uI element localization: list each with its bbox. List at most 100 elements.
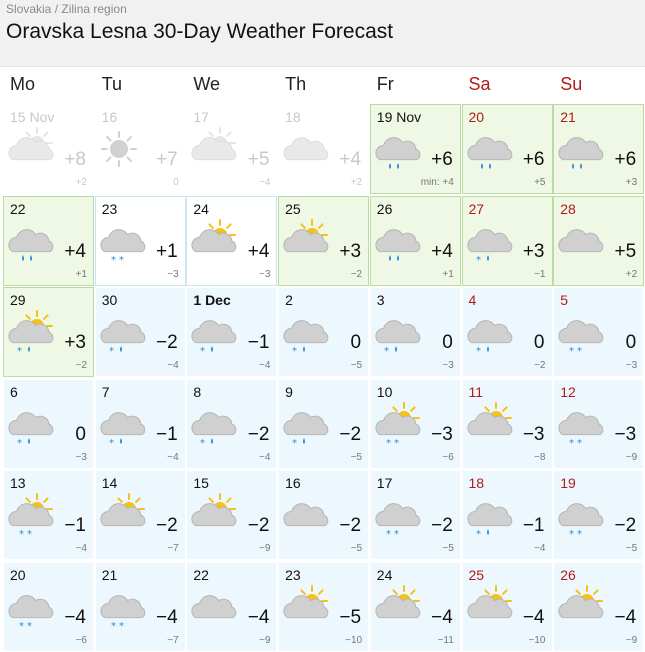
day-date: 14 (101, 475, 118, 491)
day-cell[interactable]: 20 +6 +5 (461, 104, 553, 194)
svg-text:*: * (109, 346, 114, 356)
day-date: 26 (560, 566, 576, 583)
day-cell[interactable]: 22 +4 +1 (3, 195, 94, 286)
day-date: 30 (101, 292, 118, 308)
svg-text:*: * (17, 438, 22, 448)
day-cell[interactable]: 24 −4 −11 (369, 561, 461, 652)
day-cell[interactable]: 12 * * −3 −9 (553, 378, 645, 469)
day-cell[interactable]: 16 −2 −5 (278, 470, 370, 560)
svg-text:*: * (19, 529, 24, 539)
day-date: 23 (101, 200, 118, 217)
day-cell[interactable]: 27 * +3 −1 (461, 195, 553, 286)
day-cell[interactable]: 4 * 0 −2 (461, 287, 553, 377)
breadcrumb-country[interactable]: Slovakia (6, 2, 52, 16)
day-date: 19 (560, 475, 576, 491)
day-date: 15 (193, 475, 209, 491)
day-cell[interactable]: 5 * * 0 −3 (553, 287, 645, 377)
svg-text:*: * (577, 346, 582, 356)
day-cell[interactable]: 25 −4 −10 (461, 561, 553, 652)
day-date: 20 (10, 566, 26, 583)
svg-text:*: * (119, 255, 124, 265)
day-cell[interactable]: 7 * −1 −4 (94, 378, 186, 469)
day-date: 4 (468, 292, 477, 308)
breadcrumb-region[interactable]: Zilina region (61, 2, 127, 16)
day-cell[interactable]: 19 * * −2 −5 (553, 470, 645, 560)
day-cell[interactable]: 17 * * −2 −5 (369, 470, 461, 560)
day-max-temp: −2 (247, 423, 270, 445)
day-cell[interactable]: 8 * −2 −4 (186, 378, 278, 469)
day-cell[interactable]: 15 −2 −9 (186, 470, 278, 560)
day-max-temp: −4 (614, 606, 637, 628)
weekday-th: Th (285, 74, 307, 94)
svg-text:*: * (577, 529, 582, 539)
day-min-temp: −3 (258, 268, 271, 280)
day-max-temp: +5 (247, 149, 270, 170)
day-date: 10 (376, 383, 393, 400)
day-cell[interactable]: 24 +4 −3 (186, 195, 278, 286)
day-max-temp: −4 (156, 606, 178, 628)
day-cell[interactable]: 19 Nov +6 min: +4 (369, 104, 461, 194)
day-cell[interactable]: 10 * * −3 −6 (369, 378, 461, 469)
day-date: 12 (560, 383, 576, 400)
day-cell[interactable]: 3 * 0 −3 (369, 287, 461, 377)
day-cell[interactable]: 14 −2 −7 (94, 470, 186, 560)
weekday-mo: Mo (10, 74, 36, 94)
day-max-temp: −2 (247, 515, 270, 536)
day-min-temp: +1 (442, 268, 454, 280)
day-min-temp: −3 (625, 360, 638, 371)
svg-text:*: * (394, 529, 399, 539)
svg-text:*: * (569, 438, 574, 448)
page-header: Slovakia / Zilina region Oravska Lesna 3… (0, 0, 645, 67)
day-cell[interactable]: 11 −3 −8 (461, 378, 553, 469)
day-max-temp: −2 (614, 515, 637, 536)
day-max-temp: +7 (156, 149, 178, 170)
day-cell[interactable]: 23 * * +1 −3 (94, 195, 186, 286)
day-date: 21 (101, 566, 118, 583)
day-cell[interactable]: 15 Nov +8 +2 (3, 104, 94, 194)
day-cell[interactable]: 22 −4 −9 (186, 561, 278, 652)
day-max-temp: 0 (442, 332, 453, 353)
day-date: 20 (468, 109, 485, 125)
day-cell[interactable]: 21 * * −4 −7 (94, 561, 186, 652)
svg-text:*: * (109, 438, 114, 448)
day-min-temp: −9 (625, 451, 638, 463)
day-min-temp: −4 (258, 177, 271, 188)
day-cell[interactable]: 21 +6 +3 (553, 104, 645, 194)
breadcrumb-separator: / (51, 2, 62, 16)
day-cell[interactable]: 20 * * −4 −6 (3, 561, 94, 652)
day-cell[interactable]: 6 * 0 −3 (3, 378, 94, 469)
day-max-temp: +6 (614, 149, 637, 170)
day-cell[interactable]: 23 −5 −10 (278, 561, 370, 652)
day-min-temp: −9 (258, 634, 271, 646)
svg-text:*: * (384, 346, 389, 356)
day-date: 22 (193, 566, 209, 583)
day-min-temp: −4 (258, 451, 271, 463)
page-title: Oravska Lesna 30-Day Weather Forecast (6, 20, 394, 43)
day-cell[interactable]: 28 +5 +2 (553, 195, 645, 286)
day-cell[interactable]: 18 +4 +2 (278, 104, 370, 194)
day-cell[interactable]: 17 +5 −4 (186, 104, 278, 194)
day-cell[interactable]: 26 −4 −9 (553, 561, 645, 652)
day-max-temp: 0 (75, 423, 86, 445)
day-cell[interactable]: 1 Dec * −1 −4 (186, 287, 278, 377)
day-max-temp: +4 (247, 240, 270, 262)
day-cell[interactable]: 18 * −1 −4 (461, 470, 553, 560)
day-cell[interactable]: 25 +3 −2 (278, 195, 370, 286)
day-min-temp: −2 (350, 268, 363, 280)
day-cell[interactable]: 16 +7 0 (94, 104, 186, 194)
day-date: 17 (193, 109, 209, 125)
day-cell[interactable]: 26 +4 +1 (369, 195, 461, 286)
day-date: 2 (285, 292, 293, 308)
day-date: 25 (468, 566, 485, 583)
day-cell[interactable]: 9 * −2 −5 (278, 378, 370, 469)
day-cell[interactable]: 2 * 0 −5 (278, 287, 370, 377)
day-date: 19 Nov (376, 109, 422, 125)
svg-text:*: * (476, 255, 481, 265)
day-cell[interactable]: 29 * +3 −2 (3, 287, 94, 377)
day-cell[interactable]: 30 * −2 −4 (94, 287, 186, 377)
day-date: 24 (376, 566, 393, 583)
day-max-temp: +4 (431, 240, 453, 262)
day-max-temp: −3 (614, 423, 637, 445)
svg-text:*: * (577, 438, 582, 448)
day-cell[interactable]: 13 * * −1 −4 (3, 470, 94, 560)
